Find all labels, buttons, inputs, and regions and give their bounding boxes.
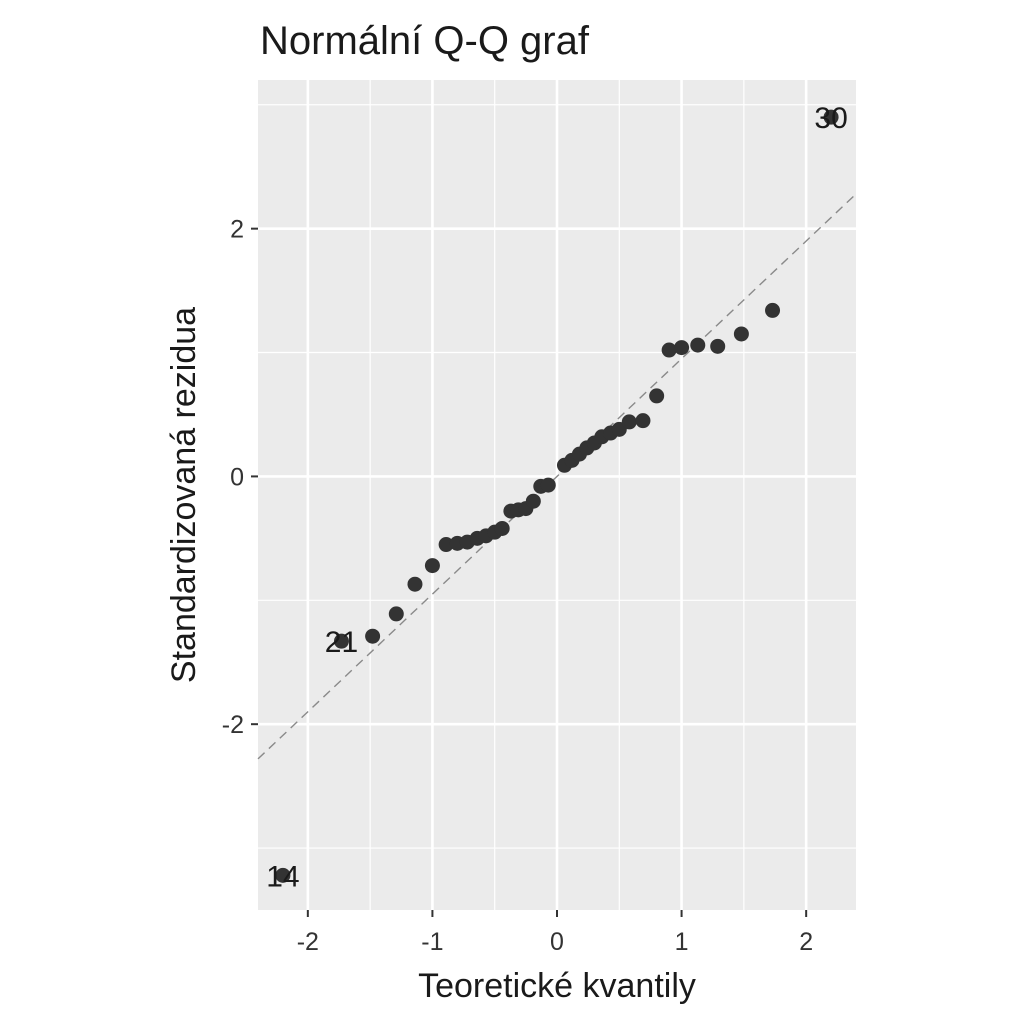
data-point bbox=[365, 628, 381, 644]
data-point bbox=[635, 413, 651, 429]
x-tick-label: 2 bbox=[799, 928, 813, 956]
x-axis-title: Teoretické kvantily bbox=[418, 967, 696, 1005]
data-point bbox=[275, 867, 291, 883]
point-label: 30 bbox=[814, 102, 847, 135]
x-tick-label: -1 bbox=[421, 928, 443, 956]
point-labels: 30 21 14 bbox=[266, 102, 848, 893]
data-points bbox=[275, 109, 839, 883]
y-axis-title: Standardizovaná rezidua bbox=[165, 307, 203, 683]
data-point bbox=[438, 537, 454, 553]
y-tick-label: 2 bbox=[230, 216, 244, 244]
data-point bbox=[690, 337, 706, 353]
y-tick-label: -2 bbox=[222, 711, 244, 739]
data-point bbox=[424, 558, 440, 574]
axes: -2 -1 0 1 2 -2 0 2 bbox=[222, 216, 813, 956]
point-label: 21 bbox=[325, 626, 358, 659]
chart-title: Normální Q-Q graf bbox=[260, 19, 590, 63]
x-tick-label: 1 bbox=[675, 928, 689, 956]
data-point bbox=[733, 326, 749, 342]
data-point bbox=[710, 338, 726, 354]
data-point bbox=[765, 302, 781, 318]
reference-line bbox=[257, 193, 857, 760]
x-tick-label: 0 bbox=[550, 928, 564, 956]
data-point bbox=[525, 493, 541, 509]
data-point bbox=[823, 109, 839, 125]
data-point bbox=[621, 414, 637, 430]
data-point bbox=[649, 388, 665, 404]
x-tick-label: -2 bbox=[297, 928, 319, 956]
data-point bbox=[661, 342, 677, 358]
data-point bbox=[674, 340, 690, 356]
data-point bbox=[388, 606, 404, 622]
y-tick-label: 0 bbox=[230, 463, 244, 491]
data-point bbox=[540, 477, 556, 493]
point-label: 14 bbox=[266, 860, 299, 893]
data-point bbox=[333, 633, 349, 649]
data-point bbox=[494, 520, 510, 536]
data-point bbox=[407, 576, 423, 592]
